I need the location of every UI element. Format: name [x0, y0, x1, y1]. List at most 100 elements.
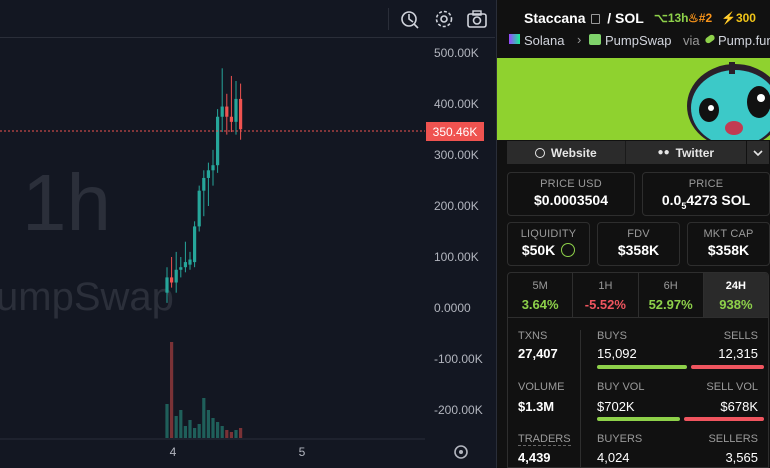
volume-bar — [170, 342, 174, 438]
price-usd-label: PRICE USD — [540, 178, 602, 190]
users-icon: ●● — [657, 147, 670, 158]
liquidity-label: LIQUIDITY — [520, 228, 577, 240]
indicators-icon[interactable] — [399, 8, 421, 30]
market-cap-box: MKT CAP $358K — [687, 222, 770, 266]
tab-24h[interactable]: 24H 938% — [703, 273, 768, 317]
twitter-button[interactable]: ●● Twitter — [625, 141, 747, 164]
sell-vol-label: SELL VOL — [706, 381, 758, 393]
candle-body — [220, 106, 224, 117]
volume-layer — [165, 342, 243, 438]
sprout-icon: ⌥ — [654, 11, 668, 25]
last-price-label: 350.46K — [433, 125, 478, 139]
candle-body — [188, 259, 192, 265]
volume-bar — [179, 410, 183, 438]
x-tick-label: 5 — [299, 445, 306, 459]
stats-divider — [580, 330, 581, 468]
price-sol-value: 0.054273 SOL — [661, 192, 751, 211]
candle-body — [174, 269, 178, 283]
price-usd-box: PRICE USD $0.0003504 — [507, 172, 635, 216]
volume-bar — [165, 404, 169, 438]
age-badge: ⌥13h — [654, 11, 689, 25]
fdv-label: FDV — [627, 228, 650, 240]
boost-badge[interactable]: ⚡300 — [721, 11, 756, 25]
volume-bar — [202, 398, 206, 438]
token-symbol: Staccana — [524, 10, 586, 26]
volume-label: VOLUME — [518, 381, 565, 393]
website-button[interactable]: Website — [507, 141, 626, 164]
y-tick-label: 400.00K — [434, 97, 479, 111]
traders-label: TRADERS — [518, 433, 571, 446]
txns-label: TXNS — [518, 330, 548, 342]
volume-bar — [229, 432, 233, 438]
candle-body — [183, 262, 187, 268]
candle-body — [193, 226, 197, 263]
volume-bar — [197, 424, 201, 438]
sells-label: SELLS — [723, 330, 758, 342]
tab-5m[interactable]: 5M 3.64% — [508, 273, 574, 317]
volume-bar — [239, 428, 243, 438]
candle-body — [211, 165, 215, 171]
axis-settings-icon[interactable] — [454, 445, 468, 459]
market-cap-value: $358K — [707, 242, 750, 258]
price-sol-label: PRICE — [688, 178, 724, 190]
solana-icon — [509, 34, 520, 44]
buy-vol-ratio-bar — [597, 417, 681, 421]
flame-icon: ♨ — [688, 11, 699, 25]
price-usd-value: $0.0003504 — [534, 192, 608, 208]
candle-body — [225, 106, 229, 117]
candle-body — [239, 98, 243, 130]
volume-bar — [225, 430, 229, 438]
token-banner-image — [497, 58, 770, 140]
chevron-down-icon — [753, 149, 763, 156]
y-tick-label: -200.00K — [434, 403, 483, 417]
sellers-value: 3,565 — [725, 450, 758, 465]
y-tick-label: 0.0000 — [434, 301, 471, 315]
buys-ratio-bar — [597, 365, 687, 369]
more-links-button[interactable] — [747, 141, 769, 164]
tab-1h[interactable]: 1H -5.52% — [573, 273, 639, 317]
candle-body — [197, 190, 201, 227]
candle-body — [165, 277, 169, 293]
fdv-box: FDV $358K — [597, 222, 680, 266]
watermark-timeframe: 1h — [22, 158, 111, 247]
liquidity-box: LIQUIDITY $50K — [507, 222, 590, 266]
buyers-value: 4,024 — [597, 450, 630, 465]
camera-icon[interactable] — [466, 8, 488, 30]
buyers-label: BUYERS — [597, 433, 643, 445]
chain-link[interactable]: Solana — [524, 33, 565, 48]
price-sol-box: PRICE 0.054273 SOL — [642, 172, 770, 216]
volume-bar — [211, 418, 215, 438]
dex-link[interactable]: PumpSwap — [605, 33, 672, 48]
toolbar-divider — [388, 8, 389, 30]
pair-symbol: Staccana / SOL — [524, 10, 644, 26]
volume-bar — [174, 416, 178, 438]
sell-vol-ratio-bar — [684, 417, 764, 421]
price-chart[interactable]: 1h umpSwap 500.00K 400.00K 300.00K 200.00K 1… — [0, 0, 495, 468]
lightning-icon: ⚡ — [721, 11, 736, 25]
watermark-dex-name: umpSwap — [0, 275, 174, 319]
volume-bar — [206, 410, 210, 438]
buy-vol-value: $702K — [597, 399, 635, 414]
globe-icon — [534, 147, 545, 158]
chart-canvas[interactable]: 1h umpSwap 500.00K 400.00K 300.00K 200.00K 1… — [0, 0, 495, 468]
tab-6h[interactable]: 6H 52.97% — [639, 273, 704, 317]
chart-toolbar — [0, 0, 495, 38]
volume-bar — [193, 428, 197, 438]
pumpswap-icon — [589, 34, 601, 45]
volume-bar — [234, 430, 238, 438]
lock-icon[interactable] — [561, 243, 576, 257]
volume-bar — [220, 426, 224, 438]
copy-icon[interactable] — [591, 14, 601, 24]
buys-value: 15,092 — [597, 346, 637, 361]
settings-gear-icon[interactable] — [433, 8, 455, 30]
traders-value: 4,439 — [518, 450, 551, 465]
volume-value: $1.3M — [518, 399, 555, 414]
candle-body — [179, 267, 183, 270]
chevron-right-icon: › — [577, 32, 582, 47]
sellers-label: SELLERS — [708, 433, 758, 445]
y-tick-label: 300.00K — [434, 148, 479, 162]
volume-bar — [183, 426, 187, 438]
y-tick-label: 200.00K — [434, 199, 479, 213]
launchpad-link[interactable]: Pump.fun — [718, 33, 770, 48]
